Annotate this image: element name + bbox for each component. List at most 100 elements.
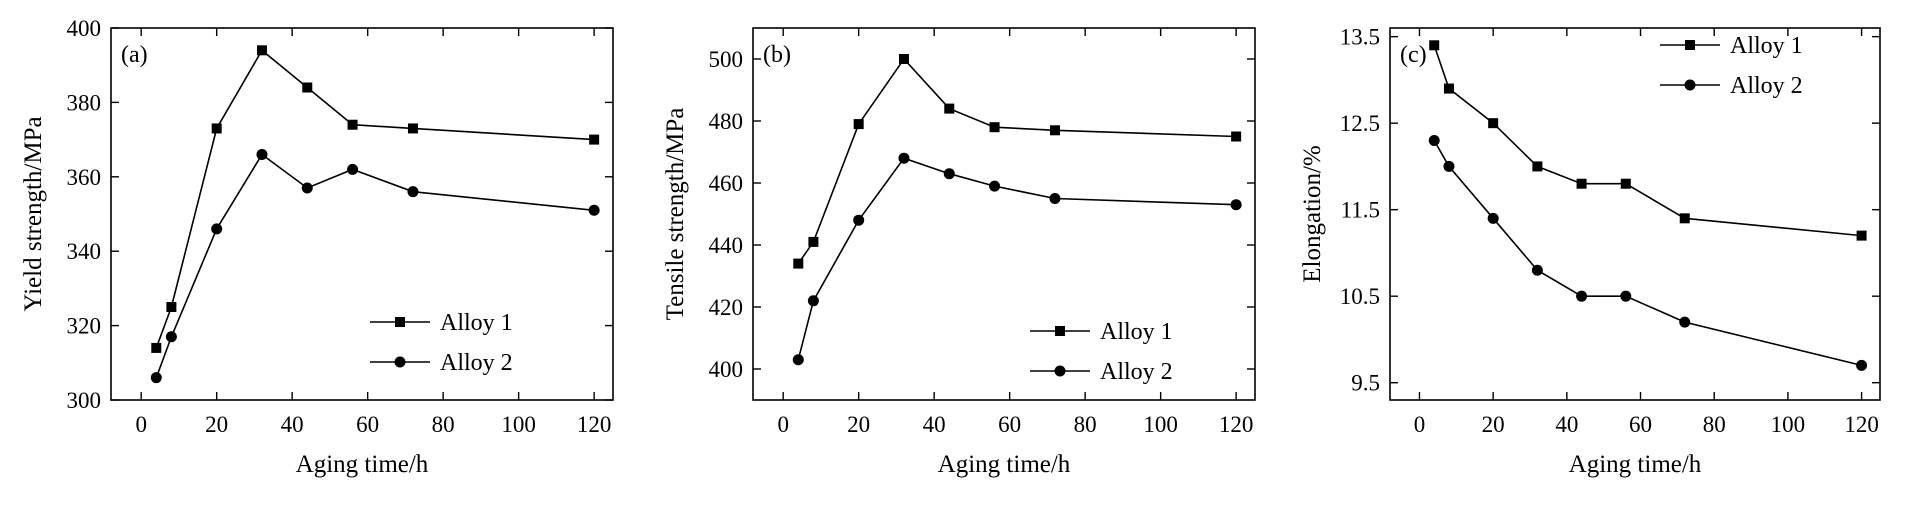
data-point-square: [211, 123, 222, 134]
chart-panel-a: 0 20 40 60 80 100 120 300 320 340 360 380 400 Aging t…: [20, 16, 614, 478]
y-tick-label: 400: [709, 357, 744, 382]
data-point-square: [166, 302, 177, 312]
data-point-circle: [1576, 290, 1588, 302]
data-point-square: [256, 45, 267, 56]
legend-marker-square: [1685, 40, 1695, 50]
data-point-circle: [150, 372, 162, 384]
data-point-square: [1856, 230, 1867, 241]
y-tick-label: 360: [67, 165, 102, 190]
series-line-1: [797, 57, 1237, 265]
data-point-square: [989, 122, 1000, 133]
x-tick-label: 40: [923, 412, 946, 437]
legend-label: Alloy 2: [1730, 73, 1803, 99]
y-tick-label: 12.5: [1340, 111, 1380, 136]
plot-frame: [752, 27, 1256, 401]
y-tick-label: 380: [67, 90, 102, 115]
data-point-circle: [347, 163, 359, 175]
data-point-circle: [1230, 199, 1242, 211]
data-point-circle: [853, 214, 865, 226]
data-point-circle: [1049, 193, 1061, 204]
x-tick-label: 80: [1074, 412, 1097, 437]
legend-label: Alloy 2: [440, 350, 513, 376]
panel-label: (a): [121, 42, 148, 68]
data-point-square: [1231, 131, 1242, 142]
x-axis-title: Aging time/h: [938, 451, 1071, 478]
x-tick-label: 120: [1219, 412, 1254, 437]
legend-label: Alloy 1: [1100, 319, 1173, 345]
legend-marker-circle: [1684, 79, 1696, 91]
panel-label: (b): [763, 42, 791, 68]
x-tick-label: 20: [1482, 412, 1505, 437]
series-line-1: [155, 49, 595, 349]
y-tick-label: 420: [709, 295, 744, 320]
data-point-square: [944, 103, 955, 114]
data-point-square: [1679, 213, 1690, 224]
x-tick-label: 40: [1555, 412, 1578, 437]
data-point-circle: [792, 354, 804, 366]
series-line-2: [155, 153, 595, 378]
series-line-2: [797, 157, 1237, 360]
data-point-circle: [807, 295, 819, 307]
y-tick-label: 11.5: [1341, 198, 1380, 223]
panel-label: (c): [1400, 42, 1427, 68]
x-tick-label: 60: [998, 412, 1021, 437]
data-point-square: [589, 134, 600, 145]
data-point-square: [1429, 40, 1440, 51]
legend-label: Alloy 2: [1100, 359, 1173, 385]
series-line-1: [1433, 45, 1862, 237]
legend-marker-circle: [1054, 365, 1066, 377]
data-point-circle: [1428, 134, 1440, 146]
chart-panel-b: 0 20 40 60 80 100 120 400 420 440 460 480 500 Aging t…: [662, 27, 1256, 478]
x-tick-label: 80: [1703, 412, 1726, 437]
data-point-square: [1532, 161, 1543, 172]
y-tick-label: 10.5: [1340, 284, 1380, 309]
x-tick-label: 40: [281, 412, 304, 437]
series-line-2: [1433, 140, 1862, 367]
x-tick-label: 100: [1143, 412, 1178, 437]
y-tick-label: 440: [709, 233, 744, 258]
data-point-circle: [1856, 359, 1868, 371]
x-tick-label: 0: [777, 412, 789, 437]
data-point-circle: [1679, 316, 1691, 328]
x-tick-label: 100: [501, 412, 536, 437]
x-tick-label: 0: [1414, 412, 1426, 437]
y-axis-title: Elongation/%: [1299, 145, 1326, 282]
legend-label: Alloy 1: [1730, 33, 1803, 59]
x-tick-label: 20: [205, 412, 228, 437]
x-axis-title: Aging time/h: [296, 451, 429, 478]
plot-frame: [110, 27, 614, 401]
data-point-square: [302, 82, 313, 93]
x-tick-label: 120: [577, 412, 612, 437]
data-point-circle: [1531, 264, 1543, 276]
data-point-square: [1620, 178, 1631, 189]
y-tick-label: 400: [67, 16, 102, 41]
legend: Alloy 1 Alloy 2: [370, 310, 513, 376]
y-tick-label: 320: [67, 314, 102, 339]
data-point-square: [151, 342, 162, 353]
y-tick-label: 9.5: [1351, 371, 1380, 396]
y-tick-label: 300: [67, 388, 102, 413]
data-point-circle: [898, 152, 910, 164]
data-point-circle: [1487, 212, 1499, 224]
x-tick-label: 100: [1771, 412, 1806, 437]
data-point-square: [1443, 83, 1454, 94]
data-point-square: [1576, 178, 1587, 189]
data-point-square: [808, 236, 819, 247]
y-tick-label: 340: [67, 239, 102, 264]
data-point-circle: [1443, 160, 1455, 172]
legend-marker-square: [1055, 326, 1065, 336]
x-tick-label: 60: [1629, 412, 1652, 437]
y-tick-label: 500: [709, 47, 744, 72]
x-tick-label: 80: [432, 412, 455, 437]
data-point-circle: [588, 204, 600, 216]
data-point-circle: [407, 186, 419, 198]
x-tick-label: 20: [847, 412, 870, 437]
y-tick-label: 13.5: [1340, 25, 1380, 50]
y-axis-title: Tensile strength/MPa: [662, 108, 689, 321]
legend: Alloy 1 Alloy 2: [1030, 319, 1173, 385]
x-tick-label: 0: [135, 412, 147, 437]
data-point-circle: [165, 331, 177, 343]
data-point-square: [793, 258, 804, 269]
data-point-circle: [943, 168, 955, 180]
data-point-square: [898, 54, 909, 64]
